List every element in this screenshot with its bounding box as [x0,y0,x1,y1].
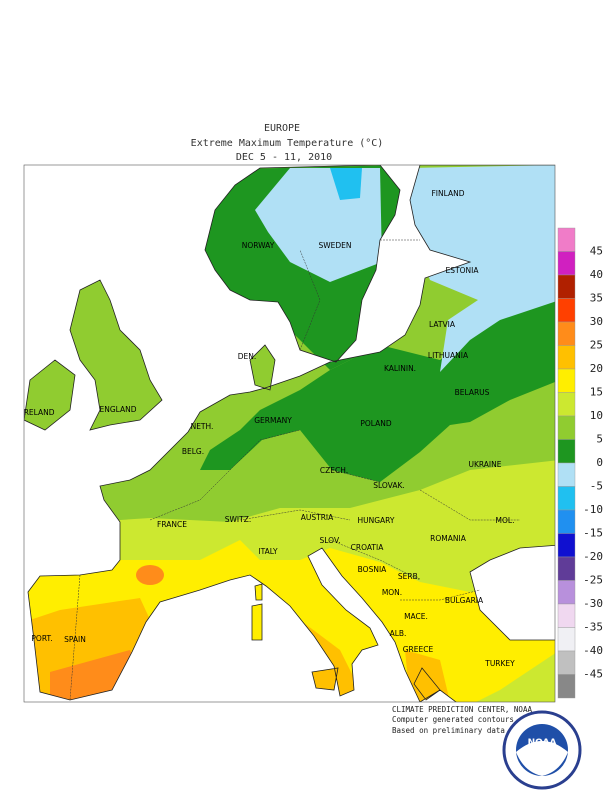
country-label: SWITZ. [225,515,252,524]
date-range: DEC 5 - 11, 2010 [236,152,332,163]
legend-label: -30 [583,597,603,610]
legend-label: 10 [590,409,603,422]
country-label: LITHUANIA [428,351,469,360]
country-label: FRANCE [157,520,187,529]
legend-swatch [557,227,576,252]
country-label: FINLAND [431,189,464,198]
noaa-logo: NOAA [502,710,582,790]
legend-label: 5 [596,433,603,446]
country-label: NETH. [191,422,214,431]
legend-swatch [557,251,576,276]
country-label: BELARUS [455,388,490,397]
legend-label: -5 [590,480,603,493]
country-label: UKRAINE [468,460,501,469]
borders [69,239,520,701]
country-label: HUNGARY [358,516,395,525]
country-label: POLAND [360,419,392,428]
country-label: MON. [382,588,402,597]
country-label: CROATIA [351,543,385,552]
region-title: EUROPE [264,123,300,134]
color-legend: 45 40 35 30 25 20 15 10 5 0 -5 -10 -15 -20 -25 -30 -35 -4… [557,227,603,699]
country-label: SLOV. [320,536,341,545]
legend-swatch [557,392,576,417]
country-label: GREECE [403,645,434,654]
legend-label: -25 [583,574,603,587]
country-label: KALININ. [384,364,416,373]
legend-label: -40 [583,644,603,657]
legend-label: -35 [583,621,603,634]
map-frame [23,164,556,703]
legend-swatch [557,462,576,487]
legend-label: 0 [596,456,603,469]
legend-swatch [557,603,576,628]
legend-swatch [557,415,576,440]
legend-swatch [557,556,576,581]
country-label: GERMANY [254,416,292,425]
zone-minus10-minus5 [330,168,362,200]
legend-swatch [557,368,576,393]
legend-swatch [557,533,576,558]
country-label: MOL. [496,516,515,525]
country-label: SWEDEN [318,241,351,250]
legend-swatch [557,274,576,299]
legend-swatch [557,650,576,675]
legend-swatch [557,439,576,464]
country-label: AUSTRIA [301,513,334,522]
legend-label: -10 [583,503,603,516]
country-label: LATVIA [429,320,456,329]
country-label: NORWAY [242,241,275,250]
country-label: ENGLAND [99,405,136,414]
legend-swatch [557,580,576,605]
country-label: MACE. [404,612,428,621]
legend-label: -45 [583,668,603,681]
zone-25-30 [136,565,164,585]
legend-label: 25 [590,339,603,352]
map-title: Extreme Maximum Temperature (°C) [191,138,384,149]
country-label: SPAIN [64,635,86,644]
country-label: IRELAND [21,408,54,417]
country-label: BELG. [182,447,204,456]
legend-label: 30 [590,315,603,328]
country-label: PORT. [31,634,52,643]
legend-swatch [557,674,576,699]
legend-label: 20 [590,362,603,375]
country-label: SERB. [398,572,420,581]
country-label: BULGARIA [445,596,484,605]
footer-line: Computer generated contours [392,715,514,724]
zone-minus5-0 [408,165,555,372]
legend-label: 40 [590,268,603,281]
country-label: ITALY [258,547,278,556]
country-label: TURKEY [484,659,515,668]
logo-text: NOAA [528,738,557,748]
legend-label: 35 [590,292,603,305]
legend-label: -15 [583,527,603,540]
footer-line: CLIMATE PREDICTION CENTER, NOAA [392,705,532,714]
country-label: CZECH. [320,466,348,475]
legend-swatch [557,486,576,511]
legend-swatch [557,627,576,652]
footer-line: Based on preliminary data [392,726,505,735]
legend-swatch [557,321,576,346]
country-label: SLOVAK. [373,481,405,490]
legend-swatch [557,298,576,323]
country-labels: NORWAY SWEDEN FINLAND ESTONIA LATVIA LITHUANI… [21,189,515,668]
country-label: ROMANIA [430,534,467,543]
legend-label: -20 [583,550,603,563]
legend-label: 15 [590,386,603,399]
legend-label: 45 [590,245,603,258]
legend-swatch [557,345,576,370]
country-label: ESTONIA [446,266,480,275]
legend-swatch [557,509,576,534]
country-label: ALB. [390,629,407,638]
country-label: DEN. [238,352,257,361]
country-label: BOSNIA [358,565,387,574]
